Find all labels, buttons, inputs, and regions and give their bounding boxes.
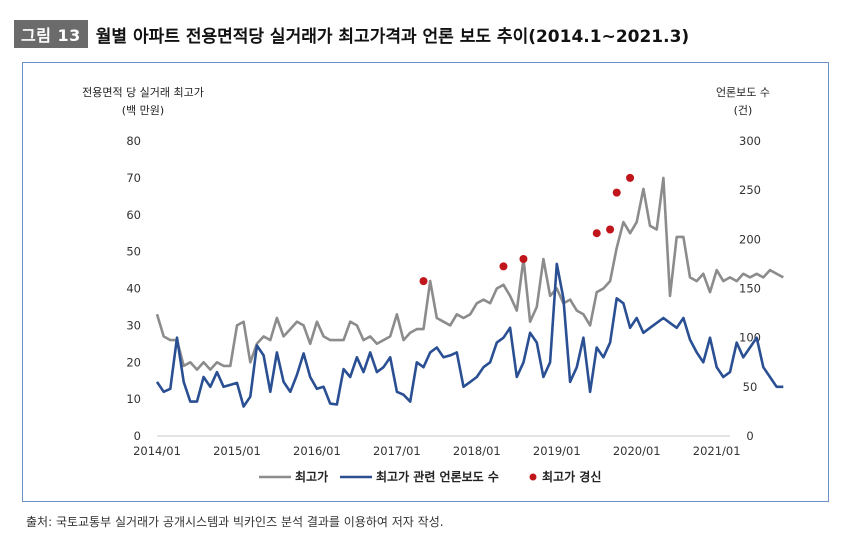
x-tick-label: 2016/01 — [293, 444, 341, 458]
left-tick-label: 0 — [134, 429, 141, 443]
record-high-marker — [626, 173, 635, 182]
left-tick-label: 50 — [126, 245, 141, 259]
right-tick-label: 200 — [739, 232, 761, 246]
left-tick-label: 70 — [126, 171, 141, 185]
record-high-marker — [419, 277, 428, 286]
left-tick-label: 60 — [126, 208, 141, 222]
record-high-marker — [612, 188, 621, 197]
x-tick-label: 2018/01 — [453, 444, 501, 458]
right-tick-label: 300 — [739, 134, 761, 148]
figure-number-badge: 그림 13 — [14, 20, 88, 48]
right-tick-label: 0 — [746, 429, 753, 443]
legend-label-record: 최고가 경신 — [542, 469, 601, 484]
left-axis-title: (백 만원) — [122, 104, 164, 117]
legend-swatch-record — [529, 473, 537, 481]
chart: 전용면적 당 실거래 최고가 (백 만원) 언론보도 수 (건) 0 10 20 30 40 50… — [82, 86, 784, 484]
x-tick-label: 2019/01 — [533, 444, 581, 458]
record-high-marker — [592, 229, 601, 238]
x-tick-label: 2014/01 — [133, 444, 181, 458]
right-axis-title: (건) — [734, 104, 753, 117]
left-axis-title: 전용면적 당 실거래 최고가 — [82, 86, 204, 99]
left-tick-label: 40 — [126, 282, 141, 296]
x-tick-label: 2020/01 — [613, 444, 661, 458]
legend-label-price: 최고가 — [295, 469, 328, 484]
x-tick-label: 2015/01 — [213, 444, 261, 458]
right-tick-label: 50 — [743, 380, 758, 394]
left-tick-label: 30 — [126, 318, 141, 332]
left-tick-label: 10 — [126, 392, 141, 406]
record-high-marker — [606, 225, 615, 234]
series-line-news — [155, 262, 784, 408]
right-tick-label: 250 — [739, 183, 761, 197]
x-tick-label: 2021/01 — [693, 444, 741, 458]
x-tick-label: 2017/01 — [373, 444, 421, 458]
record-high-marker — [519, 255, 528, 263]
series-line-price — [155, 176, 784, 371]
right-tick-label: 150 — [739, 282, 761, 296]
legend-label-news: 최고가 관련 언론보도 수 — [376, 469, 499, 484]
figure-title: 월별 아파트 전용면적당 실거래가 최고가격과 언론 보도 추이(2014.1~… — [95, 26, 690, 47]
chart-frame: 전용면적 당 실거래 최고가 (백 만원) 언론보도 수 (건) 0 10 20 30 40 50… — [22, 62, 829, 502]
right-axis-title: 언론보도 수 — [716, 86, 770, 99]
left-tick-label: 20 — [126, 355, 141, 369]
record-high-marker — [499, 262, 508, 271]
source-note: 출처: 국토교통부 실거래가 공개시스템과 빅카인즈 분석 결과를 이용하여 저… — [26, 515, 444, 529]
figure-header: 그림 13 월별 아파트 전용면적당 실거래가 최고가격과 언론 보도 추이(2… — [14, 20, 689, 48]
left-tick-label: 80 — [126, 134, 141, 148]
